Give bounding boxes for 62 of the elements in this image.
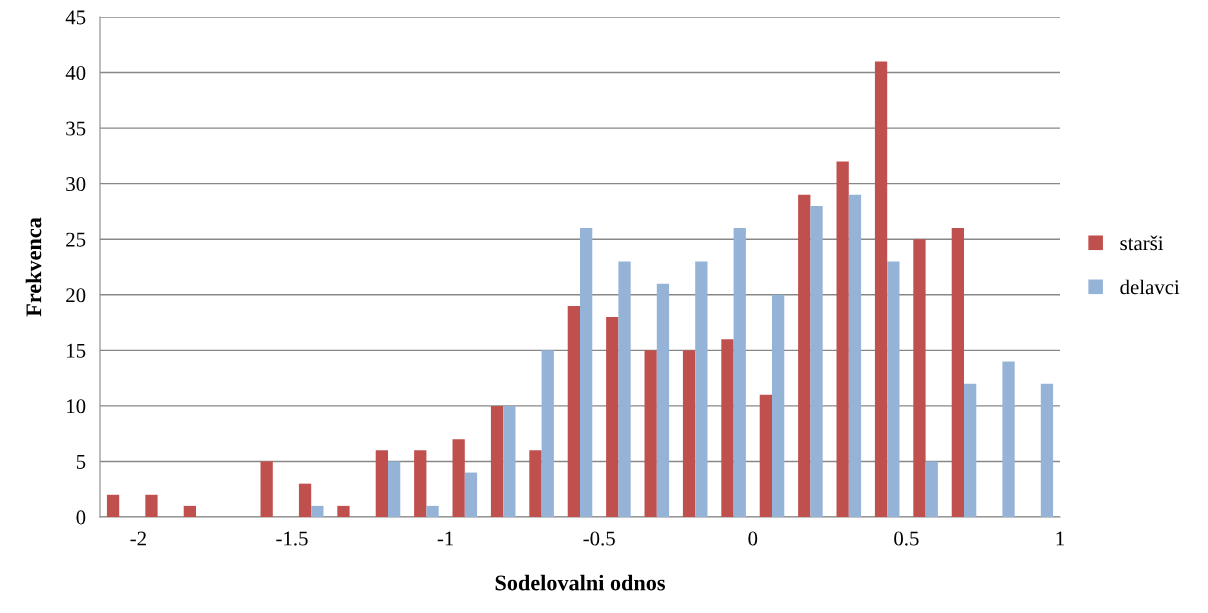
bar	[375, 450, 388, 517]
bar	[606, 317, 619, 517]
bar	[644, 350, 657, 517]
bar	[388, 461, 401, 517]
bar	[913, 239, 926, 517]
y-tick-label: 15	[67, 343, 86, 358]
bar	[721, 339, 734, 517]
bar	[848, 194, 862, 517]
bar	[682, 350, 696, 517]
bar	[772, 294, 785, 517]
x-tick-label: -0.5	[583, 531, 615, 546]
bar	[490, 405, 504, 517]
bar	[567, 305, 580, 517]
bar	[106, 494, 120, 517]
bar	[529, 450, 542, 517]
bar	[887, 261, 900, 517]
y-tick-label: 25	[66, 232, 86, 247]
bar	[260, 461, 273, 517]
bar	[426, 505, 439, 517]
bar	[964, 383, 977, 517]
x-tick-label: 0.5	[894, 531, 919, 546]
bar	[836, 161, 849, 517]
bar	[733, 228, 746, 517]
bar	[925, 461, 938, 517]
x-tick-label: -1	[437, 531, 454, 546]
bar	[183, 505, 196, 517]
y-tick-label: 5	[76, 455, 86, 469]
legend-label: delavci	[1120, 279, 1180, 295]
bar	[874, 61, 888, 517]
bar	[1002, 361, 1015, 517]
x-tick-label: 1	[1056, 531, 1064, 546]
bar	[580, 228, 593, 517]
y-tick-label: 45	[65, 10, 86, 25]
x-tick-label: 0	[748, 531, 758, 546]
bar	[311, 505, 324, 517]
bar	[464, 472, 478, 517]
x-axis-title: Sodelovalni odnos	[495, 574, 665, 591]
bar	[656, 283, 670, 517]
bar	[1040, 383, 1054, 517]
bar	[541, 350, 554, 517]
y-tick-label: 0	[76, 510, 86, 525]
bar	[452, 439, 465, 517]
bar	[298, 483, 312, 517]
y-axis-title: Frekvenca	[25, 217, 42, 317]
x-tick-label: -2	[130, 531, 146, 546]
y-tick-label: 40	[65, 65, 86, 80]
y-tick-label: 30	[66, 177, 86, 192]
bar	[759, 394, 772, 517]
bar	[695, 261, 708, 517]
bar	[951, 228, 964, 517]
y-tick-label: 35	[66, 121, 86, 136]
bar	[810, 205, 823, 517]
bar	[145, 494, 158, 517]
bar	[503, 405, 516, 517]
y-tick-label: 20	[66, 288, 86, 303]
bar	[337, 505, 350, 517]
bar	[414, 450, 427, 517]
legend-label: starši	[1120, 235, 1164, 251]
bar	[618, 261, 631, 517]
y-tick-label: 10	[67, 399, 86, 414]
bar	[798, 194, 811, 517]
x-tick-label: -1.5	[276, 531, 308, 546]
